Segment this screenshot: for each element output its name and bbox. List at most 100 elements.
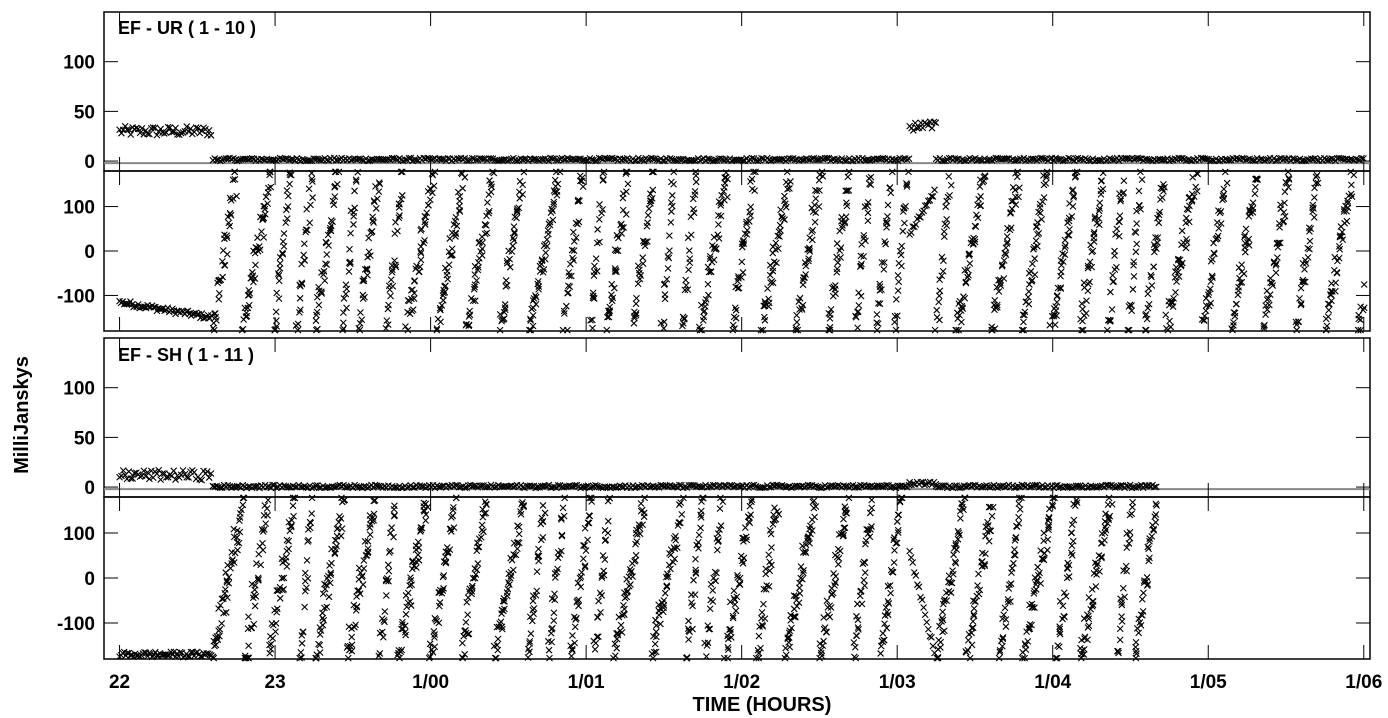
phase-point [902, 180, 910, 187]
phase-point [1178, 259, 1186, 267]
phase-point [702, 295, 710, 303]
phase-point [704, 639, 712, 647]
phase-point [1031, 255, 1039, 262]
phase-point [663, 582, 671, 590]
amp-point [1352, 155, 1360, 163]
phase-point [298, 280, 306, 288]
phase-point [384, 305, 392, 313]
phase-point [283, 215, 291, 222]
phase-point [1002, 244, 1010, 252]
phase-point [1172, 263, 1180, 271]
phase-point [381, 618, 388, 626]
amp-point [909, 127, 917, 134]
phase-point [267, 183, 275, 191]
amp-point [1061, 157, 1069, 164]
phase-point [939, 608, 947, 616]
phase-point [1273, 254, 1281, 261]
phase-point [539, 518, 547, 525]
amp-point [468, 154, 476, 162]
phase-point [1121, 593, 1129, 601]
phase-point [964, 636, 972, 644]
phase-point [571, 623, 579, 631]
phase-point [531, 292, 539, 299]
phase-point [1045, 514, 1053, 522]
phase-point [758, 608, 766, 616]
phase-point [1104, 519, 1111, 527]
phase-point [440, 558, 448, 566]
phase-point [1106, 512, 1114, 520]
phase-point [1260, 322, 1268, 330]
phase-point [1030, 245, 1037, 253]
amp-point [1014, 482, 1022, 490]
phase-point [264, 200, 272, 207]
phase-point [596, 238, 603, 246]
amp-point [834, 481, 842, 489]
amp-point [289, 156, 297, 163]
phase-point [390, 533, 397, 541]
phase-point [381, 608, 389, 615]
phase-point [313, 308, 321, 316]
phase-point [1096, 568, 1103, 575]
phase-point [1094, 560, 1102, 568]
phase-point [498, 623, 506, 631]
phase-point [1155, 219, 1163, 227]
phase-point [370, 510, 378, 518]
phase-point [417, 256, 425, 264]
phase-point [1086, 258, 1094, 266]
phase-point [639, 260, 647, 267]
phase-point [976, 183, 984, 190]
phase-point [421, 237, 428, 244]
phase-point [234, 546, 241, 554]
phase-point [632, 551, 640, 559]
phase-point [1015, 193, 1022, 201]
phase-point [550, 198, 558, 206]
amp-point [739, 157, 747, 165]
phase-point [1080, 645, 1088, 653]
phase-point [524, 654, 532, 661]
phase-point [308, 175, 316, 183]
phase-point [429, 171, 437, 179]
phase-point [889, 568, 897, 576]
phase-point [550, 617, 558, 625]
phase-point [778, 212, 786, 220]
phase-point [757, 644, 764, 652]
phase-point [465, 313, 473, 320]
phase-point [382, 577, 390, 585]
phase-point [1194, 170, 1202, 178]
phase-point [714, 530, 722, 537]
phase-point [1045, 513, 1053, 521]
phase-point [436, 599, 444, 606]
phase-point [611, 640, 619, 648]
phase-point [1095, 221, 1103, 229]
phase-point [820, 637, 827, 645]
phase-point [485, 209, 493, 217]
phase-point [363, 266, 371, 274]
phase-point [936, 276, 943, 283]
phase-point [272, 317, 280, 325]
phase-point [198, 653, 206, 660]
phase-point [519, 181, 527, 189]
phase-point [769, 520, 777, 528]
amp-point [649, 155, 657, 163]
phase-point [894, 287, 902, 294]
phase-point [1015, 513, 1022, 521]
phase-point [879, 629, 887, 637]
phase-point [1101, 536, 1108, 544]
phase-point [629, 573, 637, 581]
phase-point [1096, 205, 1104, 212]
amp-point [593, 482, 601, 490]
amp-point [312, 155, 319, 163]
phase-point [600, 168, 608, 176]
phase-point [787, 178, 794, 185]
phase-point [843, 187, 851, 195]
phase-point [571, 639, 579, 647]
phase-point [1084, 624, 1092, 631]
amp-point [136, 129, 144, 137]
phase-point [836, 247, 844, 255]
phase-point [1126, 528, 1134, 536]
phase-point [812, 209, 820, 217]
phase-point [253, 560, 260, 567]
phase-point [488, 183, 496, 191]
phase-point [238, 506, 245, 514]
phase-point [923, 618, 931, 626]
